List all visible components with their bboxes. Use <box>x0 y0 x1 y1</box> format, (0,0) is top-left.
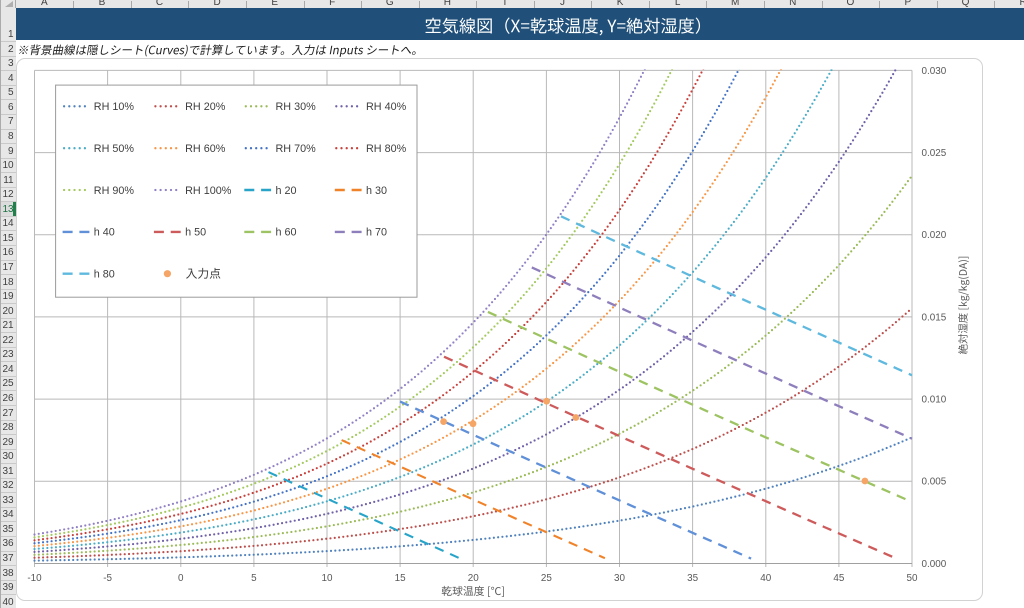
svg-text:10: 10 <box>322 573 333 584</box>
svg-text:20: 20 <box>468 573 479 584</box>
svg-text:RH 90%: RH 90% <box>94 185 135 197</box>
svg-text:0.010: 0.010 <box>922 395 947 406</box>
svg-text:30: 30 <box>614 573 625 584</box>
svg-text:0: 0 <box>178 573 184 584</box>
svg-text:RH 10%: RH 10% <box>94 101 135 113</box>
svg-text:h 40: h 40 <box>94 227 115 239</box>
svg-text:5: 5 <box>251 573 257 584</box>
svg-text:45: 45 <box>833 573 844 584</box>
svg-text:15: 15 <box>395 573 406 584</box>
svg-text:RH 100%: RH 100% <box>185 185 232 197</box>
svg-text:-5: -5 <box>103 573 112 584</box>
svg-text:-10: -10 <box>27 573 42 584</box>
svg-text:40: 40 <box>760 573 771 584</box>
svg-text:RH 30%: RH 30% <box>276 101 317 113</box>
svg-text:25: 25 <box>541 573 552 584</box>
svg-text:RH 40%: RH 40% <box>366 101 407 113</box>
svg-text:RH 70%: RH 70% <box>276 143 317 155</box>
svg-text:0.025: 0.025 <box>922 148 947 159</box>
svg-text:RH 80%: RH 80% <box>366 143 407 155</box>
svg-text:h 60: h 60 <box>276 227 297 239</box>
svg-text:0.015: 0.015 <box>922 312 947 323</box>
svg-text:50: 50 <box>907 573 918 584</box>
svg-text:h 70: h 70 <box>366 227 387 239</box>
svg-text:35: 35 <box>687 573 698 584</box>
svg-text:RH 50%: RH 50% <box>94 143 135 155</box>
svg-text:0.020: 0.020 <box>922 230 947 241</box>
svg-text:0.005: 0.005 <box>922 477 947 488</box>
svg-text:h 30: h 30 <box>366 185 387 197</box>
svg-text:0.030: 0.030 <box>922 66 947 77</box>
svg-text:h 80: h 80 <box>94 269 115 281</box>
svg-text:h 50: h 50 <box>185 227 206 239</box>
svg-text:RH 60%: RH 60% <box>185 143 226 155</box>
svg-text:0.000: 0.000 <box>922 559 947 570</box>
svg-text:h 20: h 20 <box>276 185 297 197</box>
svg-text:RH 20%: RH 20% <box>185 101 226 113</box>
